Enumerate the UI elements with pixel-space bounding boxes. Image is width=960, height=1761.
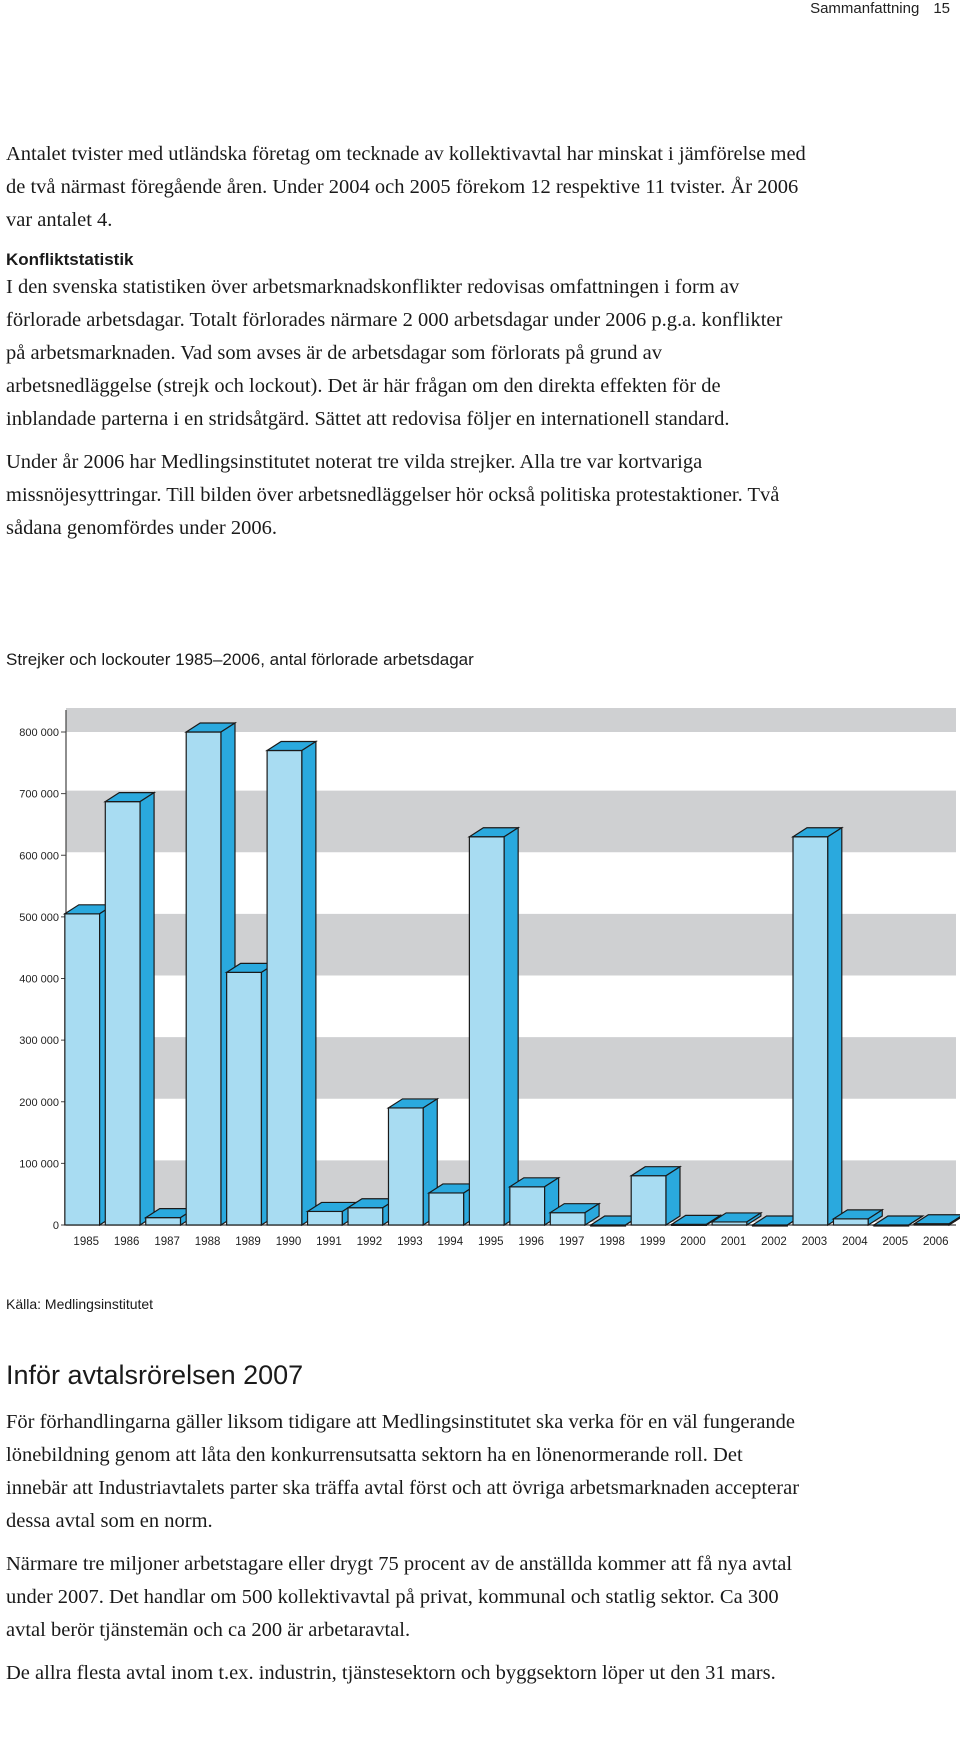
section-title: Sammanfattning bbox=[810, 0, 920, 17]
bar bbox=[387, 1107, 424, 1226]
x-tick-label: 1990 bbox=[276, 1236, 302, 1248]
bar-side-face bbox=[584, 1202, 600, 1227]
chart-svg: 0 100 000 200 000 300 000 400 000 500 000 600 … bbox=[19, 708, 960, 1248]
x-tick-label: 1988 bbox=[195, 1236, 221, 1248]
x-tick-label: 1997 bbox=[559, 1236, 585, 1248]
bar bbox=[792, 836, 829, 1226]
y-tick-label: 100 000 bbox=[19, 1158, 59, 1170]
bar bbox=[226, 971, 263, 1226]
x-tick-label: 2000 bbox=[680, 1236, 706, 1248]
y-tick-label: 200 000 bbox=[19, 1097, 59, 1109]
section-title-avtalsrorelsen: Inför avtalsrörelsen 2007 bbox=[6, 1360, 304, 1390]
x-tick-label: 1994 bbox=[438, 1236, 464, 1248]
bar bbox=[468, 836, 505, 1226]
y-tick-label: 400 000 bbox=[19, 974, 59, 986]
x-tick-label: 1992 bbox=[357, 1236, 383, 1248]
bar-side-face bbox=[948, 1216, 960, 1227]
bar bbox=[832, 1218, 869, 1226]
bar bbox=[64, 913, 101, 1226]
bar bbox=[145, 1217, 182, 1226]
intro-text: Antalet tvister med utländska företag om… bbox=[6, 138, 806, 545]
bar-side-face bbox=[867, 1208, 883, 1227]
page-number: 15 bbox=[933, 0, 950, 17]
x-tick-label: 1989 bbox=[235, 1236, 261, 1248]
paragraph-31-mars: De allra flesta avtal inom t.ex. industr… bbox=[6, 1662, 776, 1684]
bar bbox=[347, 1207, 384, 1226]
bar-side-face bbox=[746, 1211, 762, 1227]
bar bbox=[630, 1175, 667, 1226]
x-tick-label: 2001 bbox=[721, 1236, 747, 1248]
bar-side-face bbox=[908, 1215, 924, 1226]
bar bbox=[266, 749, 303, 1226]
bar bbox=[549, 1212, 586, 1226]
y-tick-label: 500 000 bbox=[19, 912, 59, 924]
paragraph-tvister: Antalet tvister med utländska företag om… bbox=[6, 143, 806, 231]
y-tick-label: 0 bbox=[53, 1220, 59, 1232]
paragraph-miljoner: Närmare tre miljoner arbetstagare eller … bbox=[6, 1553, 793, 1641]
x-tick-label: 1991 bbox=[316, 1236, 342, 1248]
x-tick-label: 2002 bbox=[761, 1236, 787, 1248]
x-tick-label: 2003 bbox=[802, 1236, 828, 1248]
paragraph-vilda-strejker: Under år 2006 har Medlingsinstitutet not… bbox=[6, 451, 780, 539]
y-tick-label: 800 000 bbox=[19, 727, 59, 739]
bar bbox=[428, 1192, 465, 1226]
bar-side-face bbox=[827, 826, 843, 1227]
x-tick-label: 1995 bbox=[478, 1236, 504, 1248]
y-tick-label: 700 000 bbox=[19, 789, 59, 801]
x-tick-label: 2005 bbox=[883, 1236, 909, 1248]
bar-side-face bbox=[139, 791, 155, 1227]
x-tick-label: 1996 bbox=[518, 1236, 544, 1248]
section-avtalsrorelsen: För förhandlingarna gäller liksom tidiga… bbox=[6, 1406, 806, 1690]
bar-top-face bbox=[912, 1214, 960, 1225]
bar bbox=[306, 1210, 343, 1226]
bar-side-face bbox=[503, 826, 519, 1227]
x-tick-label: 1985 bbox=[73, 1236, 99, 1248]
bar-side-face bbox=[665, 1165, 681, 1227]
bar bbox=[509, 1186, 546, 1226]
bar bbox=[185, 731, 222, 1226]
x-tick-label: 2006 bbox=[923, 1236, 949, 1248]
heading-konfliktstatistik: Konfliktstatistik bbox=[6, 250, 134, 269]
x-tick-label: 1998 bbox=[599, 1236, 625, 1248]
x-tick-label: 1987 bbox=[154, 1236, 180, 1248]
x-tick-label: 1993 bbox=[397, 1236, 423, 1248]
x-tick-label: 1986 bbox=[114, 1236, 140, 1248]
paragraph-forhandlingar: För förhandlingarna gäller liksom tidiga… bbox=[6, 1411, 800, 1532]
paragraph-statistik: I den svenska statistiken över arbetsmar… bbox=[6, 276, 783, 430]
y-tick-label: 300 000 bbox=[19, 1035, 59, 1047]
bar-chart: 0 100 000 200 000 300 000 400 000 500 000 600 … bbox=[0, 700, 960, 1260]
bar-side-face bbox=[301, 740, 317, 1227]
x-tick-label: 2004 bbox=[842, 1236, 868, 1248]
bar bbox=[104, 801, 141, 1226]
figure-source: Källa: Medlingsinstitutet bbox=[6, 1296, 154, 1312]
y-tick-label: 600 000 bbox=[19, 850, 59, 862]
x-tick-label: 1999 bbox=[640, 1236, 666, 1248]
running-header: Sammanfattning 15 bbox=[550, 0, 950, 17]
figure-caption: Strejker och lockouter 1985–2006, antal … bbox=[6, 650, 474, 669]
